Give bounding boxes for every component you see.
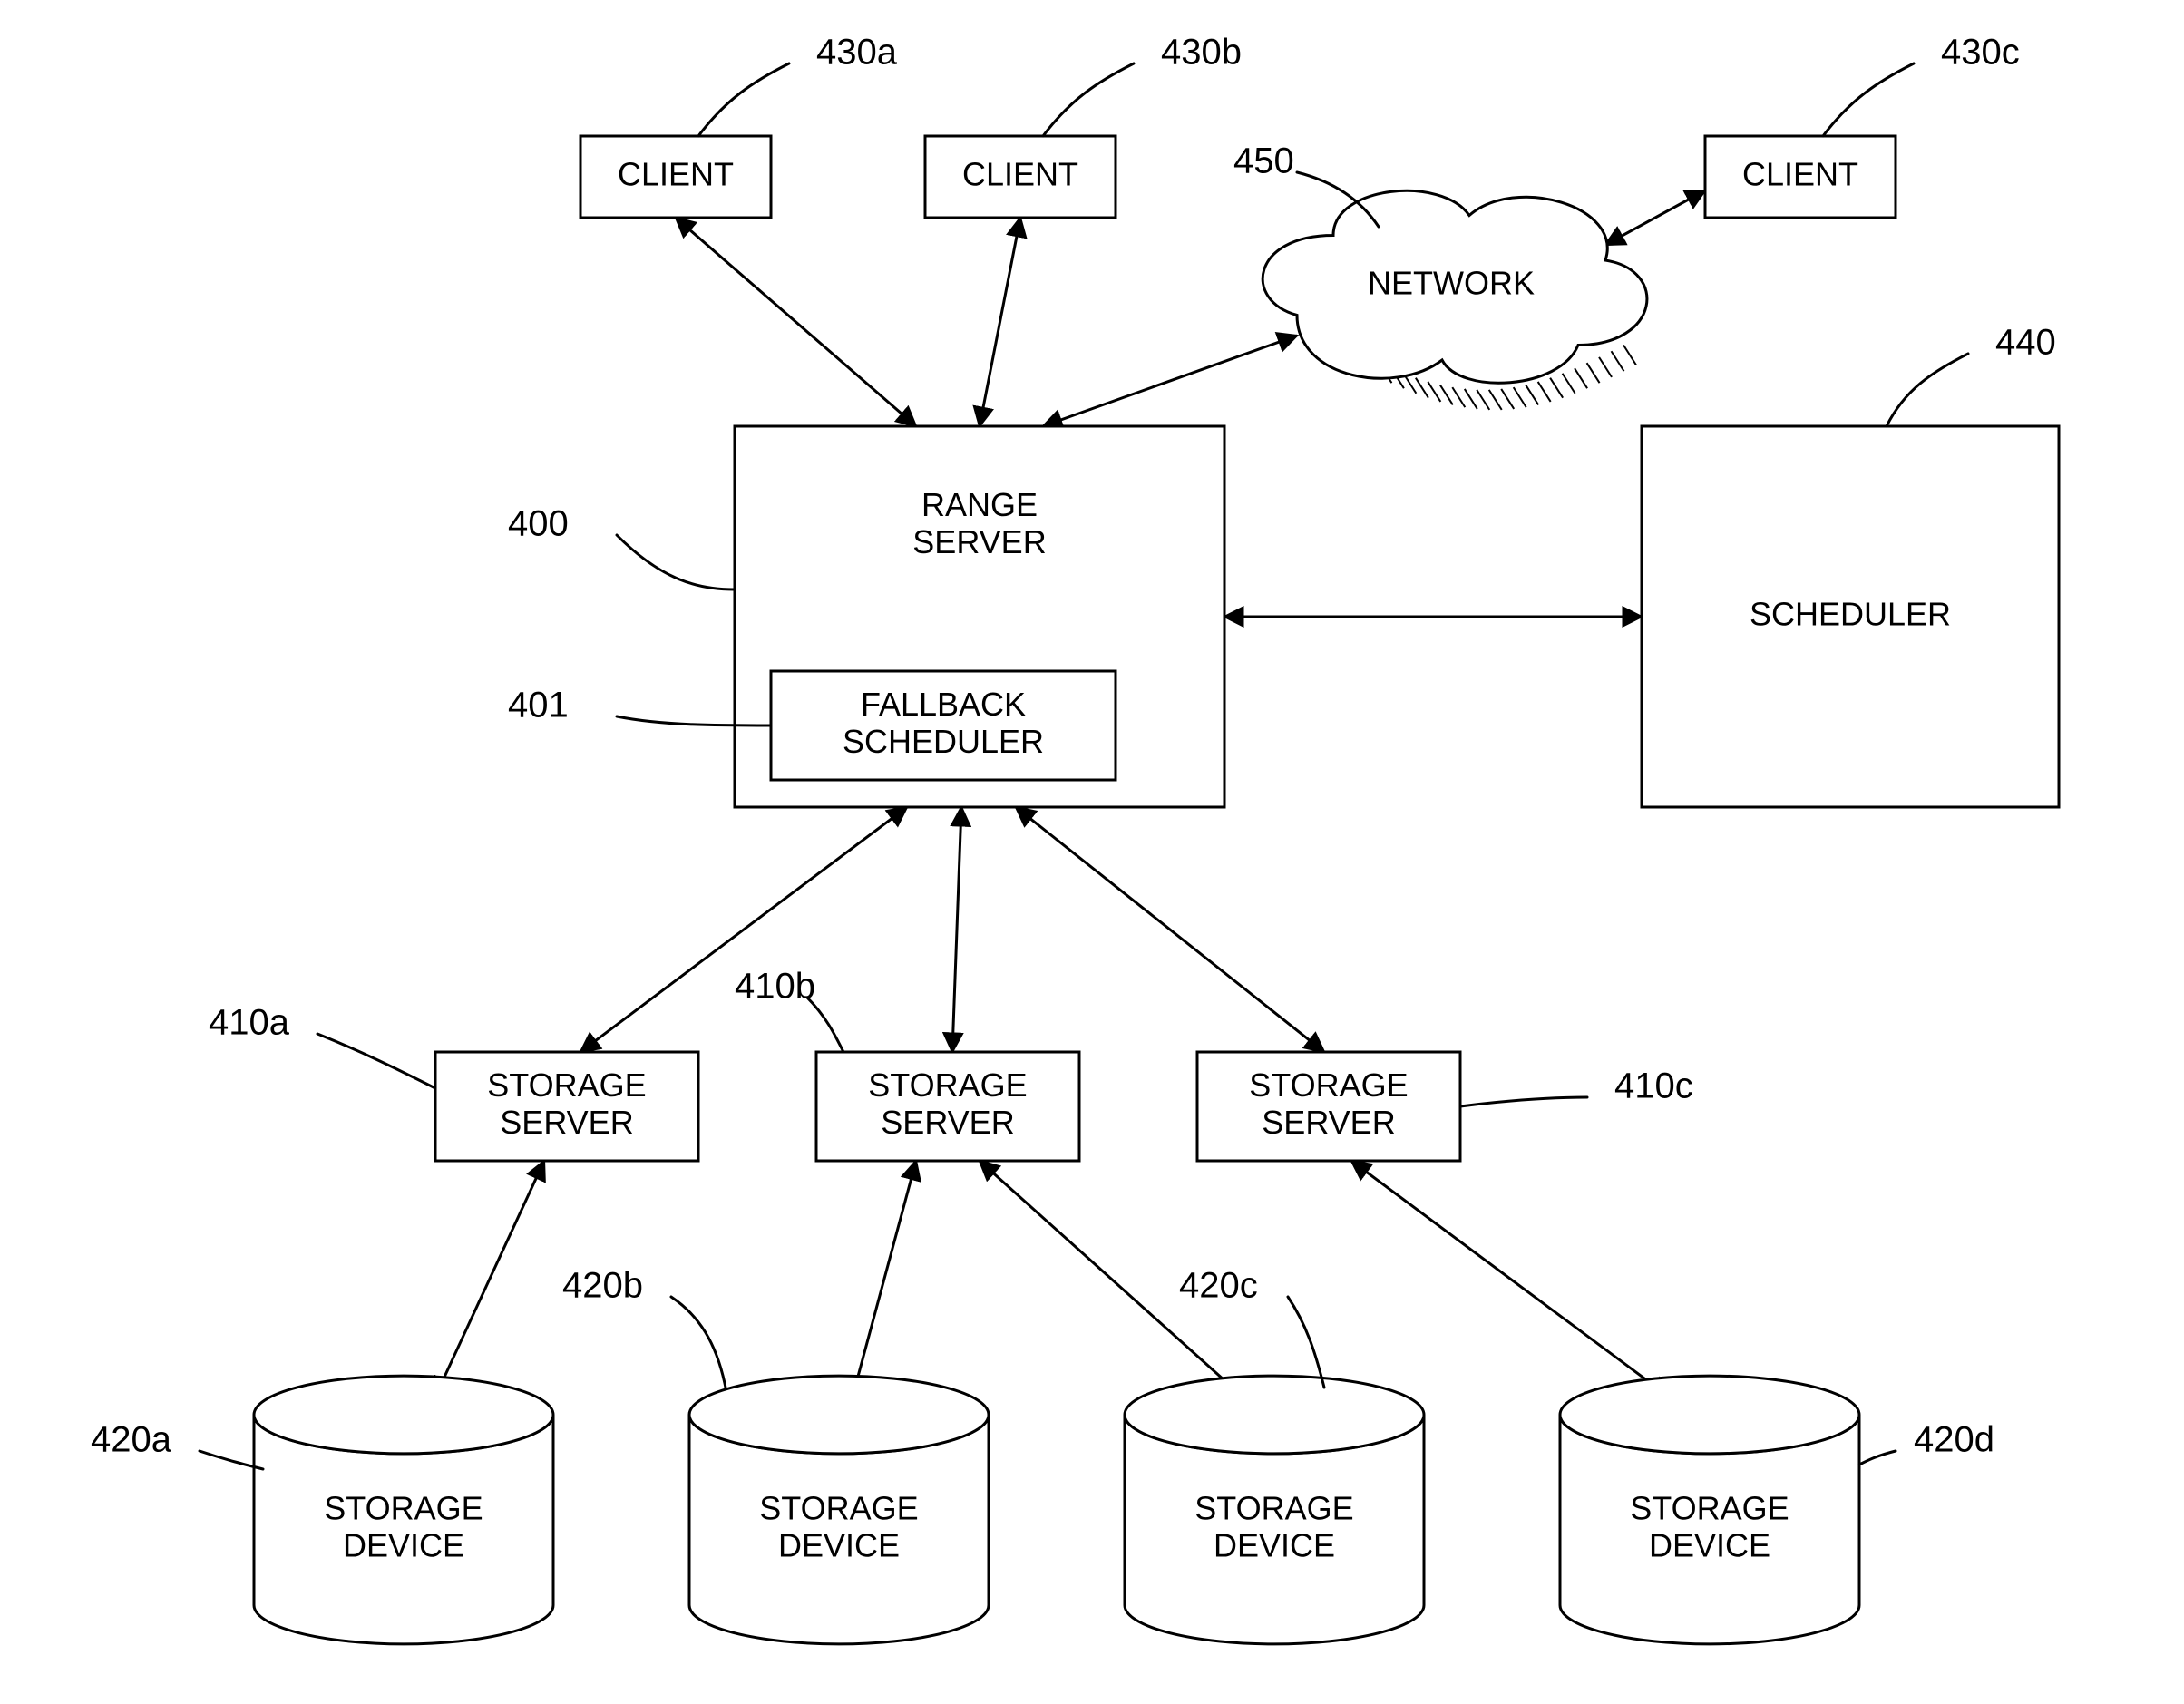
node-sserv_c-label: STORAGE [1249, 1066, 1408, 1104]
ref-label-410c: 410c [1614, 1066, 1693, 1106]
ref-label-430a: 430a [816, 33, 898, 73]
ref-410c: 410c [1460, 1066, 1693, 1106]
node-sserv_b-label: SERVER [881, 1104, 1014, 1141]
node-scheduler: SCHEDULER [1642, 426, 2059, 807]
node-sdev_a: STORAGEDEVICE [254, 1376, 553, 1644]
node-sdev_b: STORAGEDEVICE [689, 1376, 989, 1644]
node-sdev_a-label: STORAGE [324, 1489, 483, 1526]
edge-range-client_a [676, 218, 916, 426]
ref-label-410a: 410a [209, 1003, 290, 1043]
node-sserv_a-label: SERVER [500, 1104, 633, 1141]
node-sdev_b-label: STORAGE [759, 1489, 918, 1526]
node-client_a: CLIENT [580, 136, 771, 218]
ref-420b: 420b [562, 1266, 726, 1388]
ref-label-430c: 430c [1941, 33, 2020, 73]
node-range-label: RANGE [921, 486, 1038, 523]
node-fallback: FALLBACKSCHEDULER [771, 671, 1116, 780]
node-network: NETWORK [1263, 190, 1647, 410]
node-sdev_c-label: STORAGE [1194, 1489, 1353, 1526]
node-client_c: CLIENT [1705, 136, 1896, 218]
ref-420d: 420d [1859, 1420, 1994, 1465]
node-sdev_d-label: DEVICE [1649, 1527, 1770, 1564]
node-sdev_a-label: DEVICE [343, 1527, 464, 1564]
node-sserv_c-label: SERVER [1262, 1104, 1395, 1141]
ref-401: 401 [508, 686, 771, 725]
edge-sserv_c-sdev_d [1351, 1161, 1669, 1397]
ref-label-440: 440 [1995, 323, 2056, 363]
ref-label-430b: 430b [1161, 33, 1242, 73]
ref-label-410b: 410b [735, 967, 815, 1007]
node-sserv_c: STORAGESERVER [1197, 1052, 1460, 1161]
node-range-label: SERVER [912, 523, 1046, 560]
node-fallback-label: SCHEDULER [843, 723, 1044, 760]
node-sserv_b-label: STORAGE [868, 1066, 1027, 1104]
ref-440: 440 [1887, 323, 2056, 426]
ref-430c: 430c [1823, 33, 2020, 136]
node-sdev_d-label: STORAGE [1630, 1489, 1789, 1526]
ref-label-401: 401 [508, 686, 569, 725]
system-diagram: CLIENTCLIENTCLIENTNETWORKRANGESERVERFALL… [0, 0, 2184, 1704]
ref-label-420c: 420c [1179, 1266, 1258, 1306]
ref-430a: 430a [698, 33, 898, 136]
node-client_b: CLIENT [925, 136, 1116, 218]
edge-range-sserv_c [1016, 807, 1324, 1052]
ref-400: 400 [508, 504, 735, 589]
node-sserv_b: STORAGESERVER [816, 1052, 1079, 1161]
ref-label-450: 450 [1233, 141, 1294, 181]
node-sserv_a: STORAGESERVER [435, 1052, 698, 1161]
ref-420c: 420c [1179, 1266, 1324, 1388]
ref-label-420b: 420b [562, 1266, 643, 1306]
ref-label-420d: 420d [1914, 1420, 1994, 1460]
edge-range-client_b [980, 218, 1020, 426]
ref-410b: 410b [735, 967, 843, 1052]
node-sdev_b-label: DEVICE [778, 1527, 900, 1564]
node-sdev_c: STORAGEDEVICE [1125, 1376, 1424, 1644]
ref-label-400: 400 [508, 504, 569, 544]
node-scheduler-label: SCHEDULER [1750, 596, 1951, 633]
edge-range-network [1043, 336, 1297, 426]
node-client_a-label: CLIENT [618, 156, 734, 193]
node-client_b-label: CLIENT [962, 156, 1078, 193]
edge-network-client_c [1605, 190, 1705, 245]
ref-410a: 410a [209, 1003, 435, 1088]
edge-range-sserv_a [580, 807, 907, 1052]
ref-420a: 420a [91, 1420, 263, 1469]
node-network-label: NETWORK [1368, 265, 1535, 302]
edge-sserv_b-sdev_b [853, 1161, 916, 1397]
edge-sserv_a-sdev_a [435, 1161, 544, 1397]
edge-range-sserv_b [952, 807, 961, 1052]
node-sdev_d: STORAGEDEVICE [1560, 1376, 1859, 1644]
node-sserv_a-label: STORAGE [487, 1066, 646, 1104]
ref-430b: 430b [1043, 33, 1242, 136]
ref-label-420a: 420a [91, 1420, 172, 1460]
node-fallback-label: FALLBACK [861, 686, 1026, 723]
node-sdev_c-label: DEVICE [1214, 1527, 1335, 1564]
node-client_c-label: CLIENT [1742, 156, 1858, 193]
